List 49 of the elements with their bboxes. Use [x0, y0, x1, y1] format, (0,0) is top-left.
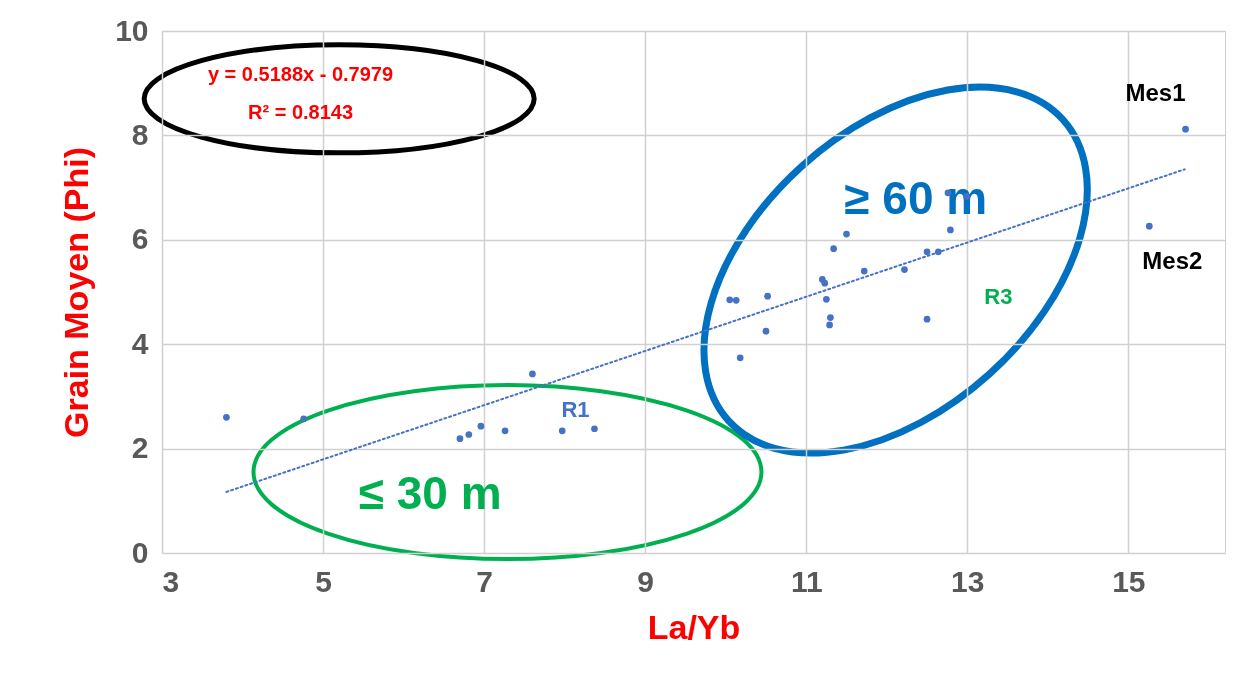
x-tick-label: 11: [790, 564, 823, 598]
annotation: R² = 0.8143: [247, 100, 354, 123]
annotation: R3: [984, 283, 1013, 309]
point: [860, 267, 868, 275]
point: [1182, 125, 1189, 133]
annotation: R1: [561, 396, 590, 422]
point: [762, 327, 770, 335]
point: [465, 431, 473, 438]
point: [591, 425, 598, 433]
point: [764, 292, 771, 300]
annotation: ≤ 30 m: [358, 466, 502, 519]
point: [456, 435, 464, 443]
y-tick-label: 0: [131, 535, 149, 569]
point: [477, 422, 485, 430]
point: [923, 315, 931, 323]
point: [923, 248, 931, 256]
annotation: Mes1: [1125, 79, 1186, 107]
point: [821, 279, 829, 287]
point: [223, 413, 230, 421]
point: [300, 415, 308, 423]
point: [826, 321, 833, 329]
x-tick-label: 15: [1112, 564, 1146, 598]
point: [732, 297, 740, 304]
point: [558, 427, 566, 435]
y-tick-label: 10: [115, 13, 149, 47]
point: [947, 226, 954, 234]
point: [726, 296, 734, 304]
y-tick-label: 8: [131, 117, 149, 151]
y-tick-label: 2: [131, 431, 149, 465]
annotation: y = 0.5188x - 0.7979: [207, 62, 394, 85]
y-tick-label: 4: [131, 326, 149, 360]
point: [830, 245, 837, 253]
point: [1145, 222, 1153, 230]
x-axis-title: La/Yb: [647, 607, 741, 646]
point: [823, 295, 830, 303]
x-tick-label: 5: [315, 564, 332, 598]
point: [843, 230, 850, 238]
point: [736, 354, 744, 362]
y-tick-label: 6: [131, 222, 149, 256]
x-tick-label: 7: [476, 564, 493, 598]
y-axis-title: Grain Moyen (Phi): [57, 147, 96, 438]
point: [501, 427, 509, 435]
point: [901, 266, 908, 273]
x-tick-label: 3: [162, 564, 180, 598]
point: [529, 370, 536, 378]
annotation: Mes2: [1142, 247, 1203, 275]
x-tick-label: 13: [951, 564, 985, 598]
point: [827, 314, 834, 321]
x-tick-label: 9: [637, 564, 655, 598]
